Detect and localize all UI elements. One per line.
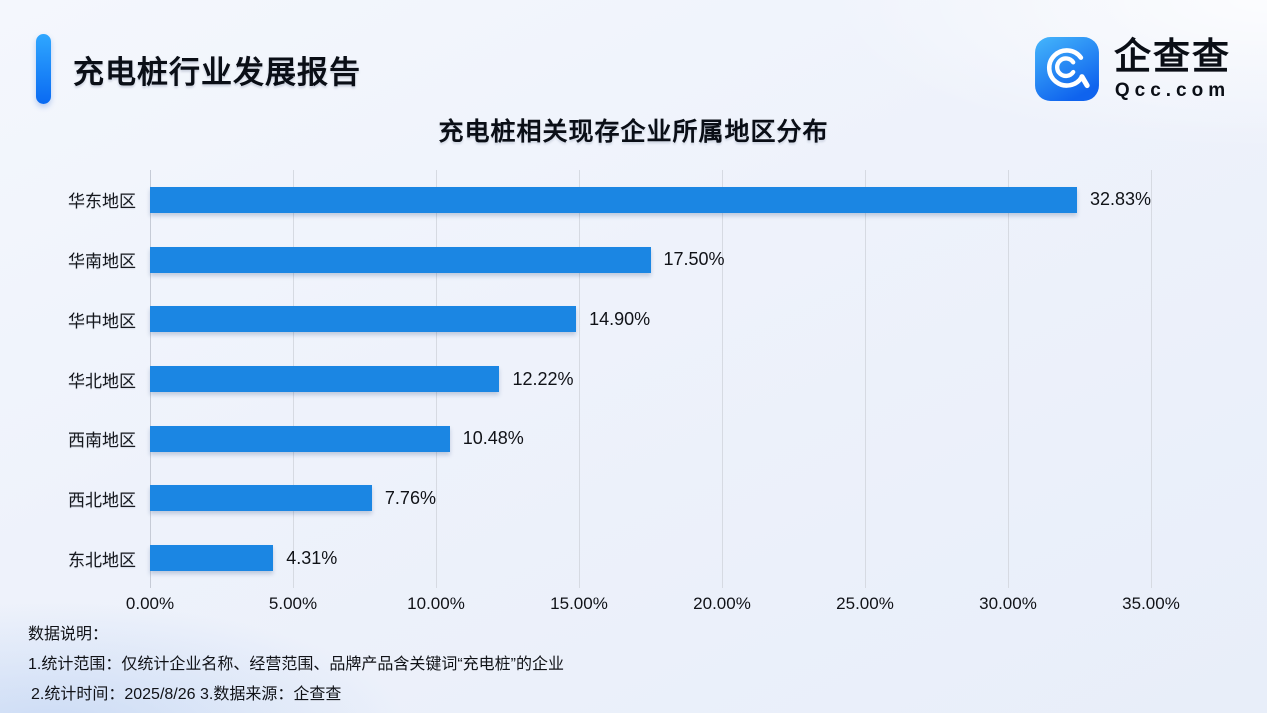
category-label: 华北地区 <box>68 371 136 391</box>
chart-row: 华东地区 32.83% <box>0 170 1151 230</box>
bar <box>150 485 372 512</box>
x-tick-label: 25.00% <box>836 594 894 613</box>
gridline <box>865 170 866 588</box>
gridline <box>579 170 580 588</box>
accent-bar <box>36 34 51 104</box>
chart-row: 西南地区 10.48% <box>0 409 1151 469</box>
gridline <box>1151 170 1152 588</box>
category-label: 华南地区 <box>68 252 136 272</box>
gridline <box>722 170 723 588</box>
x-tick-label: 10.00% <box>407 594 465 613</box>
category-label: 华东地区 <box>68 192 136 212</box>
qcc-domain: Qcc.com <box>1114 80 1231 101</box>
bar-rows: 华东地区 32.83% 华南地区 17.50% 华中地区 14.90% 华北地区 12.22%… <box>0 170 1151 588</box>
bar-track: 17.50% <box>150 230 1151 290</box>
qcc-brand-name: 企查查 <box>1114 36 1231 77</box>
bar <box>150 366 500 393</box>
value-label: 10.48% <box>462 428 524 449</box>
bar-track: 12.22% <box>150 349 1151 409</box>
note-scope: 1.统计范围：仅统计企业名称、经营范围、品牌产品含关键词“充电桩”的企业 <box>28 656 565 673</box>
category-label: 西北地区 <box>68 490 136 510</box>
notes-heading: 数据说明： <box>28 626 109 643</box>
category-label: 东北地区 <box>68 550 136 570</box>
chart-row: 华北地区 12.22% <box>0 349 1151 409</box>
bar <box>150 425 450 452</box>
gridline <box>1008 170 1009 588</box>
bar-track: 14.90% <box>150 289 1151 349</box>
category-label: 西南地区 <box>68 431 136 451</box>
value-label: 12.22% <box>512 368 574 389</box>
chart-row: 西北地区 7.76% <box>0 469 1151 529</box>
bar-chart: 华东地区 32.83% 华南地区 17.50% 华中地区 14.90% 华北地区 12.22%… <box>0 170 1152 588</box>
report-header: 充电桩行业发展报告 企查查 Qcc.com <box>36 30 1231 108</box>
qcc-logo: 企查查 Qcc.com <box>1034 36 1231 102</box>
chart-row: 东北地区 4.31% <box>0 528 1151 588</box>
bar <box>150 186 1077 213</box>
value-label: 7.76% <box>384 487 436 508</box>
category-label: 华中地区 <box>68 311 136 331</box>
bar <box>150 246 651 273</box>
x-tick-label: 35.00% <box>1122 594 1180 613</box>
chart-title: 充电桩相关现存企业所属地区分布 <box>438 118 829 146</box>
x-tick-label: 5.00% <box>268 594 318 613</box>
bar-track: 10.48% <box>150 409 1151 469</box>
bar-track: 7.76% <box>150 469 1151 529</box>
x-axis: 0.00% 5.00% 10.00% 15.00% 20.00% 25.00% 30.00%… <box>126 594 1180 620</box>
chart-row: 华中地区 14.90% <box>0 289 1151 349</box>
bar-track: 4.31% <box>150 528 1151 588</box>
value-label: 32.83% <box>1089 189 1151 210</box>
qcc-logo-text: 企查查 Qcc.com <box>1114 38 1231 100</box>
value-label: 14.90% <box>589 308 651 329</box>
x-tick-label: 15.00% <box>550 594 608 613</box>
bar <box>150 545 274 572</box>
note-time-source: 2.统计时间：2025/8/26 3.数据来源：企查查 <box>31 686 342 703</box>
bar-track: 32.83% <box>150 170 1151 230</box>
bar <box>150 306 577 333</box>
chart-row: 华南地区 17.50% <box>0 230 1151 290</box>
x-tick-label: 0.00% <box>125 594 175 613</box>
x-tick-label: 20.00% <box>693 594 751 613</box>
qcc-logo-icon <box>1035 37 1099 101</box>
report-title: 充电桩行业发展报告 <box>73 54 361 90</box>
value-label: 4.31% <box>286 547 338 568</box>
value-label: 17.50% <box>663 249 725 270</box>
x-tick-label: 30.00% <box>979 594 1037 613</box>
data-notes: 数据说明： 1.统计范围：仅统计企业名称、经营范围、品牌产品含关键词“充电桩”的… <box>28 620 564 710</box>
